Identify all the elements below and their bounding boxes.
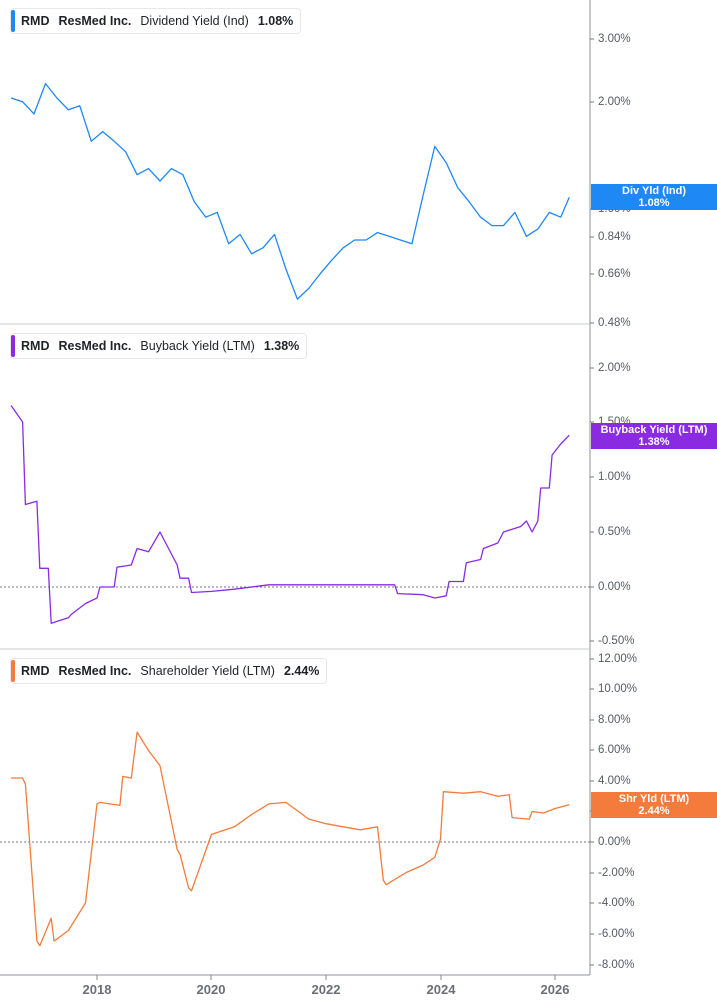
flag-buyback-yield: Buyback Yield (LTM) 1.38% <box>591 423 717 449</box>
legend-value: 2.44% <box>283 664 320 678</box>
y-tick-label: 2.00% <box>598 96 631 108</box>
x-tick-2026: 2026 <box>540 982 570 997</box>
y-tick-label: 0.48% <box>598 317 631 329</box>
legend-buyback-yield[interactable]: RMD ResMed Inc. Buyback Yield (LTM) 1.38… <box>10 333 308 359</box>
legend-metric: Shareholder Yield (LTM) <box>140 664 275 678</box>
x-axis-ticks <box>96 975 556 980</box>
flag-label: Buyback Yield (LTM) <box>600 424 708 436</box>
y-tick-label: 0.00% <box>598 836 631 848</box>
y-tick-label: 10.00% <box>598 683 638 695</box>
flag-label: Div Yld (Ind) <box>622 185 686 197</box>
y-tick-label: -6.00% <box>598 928 635 940</box>
y-tick-label: 12.00% <box>598 653 638 665</box>
y-tick-label: -8.00% <box>598 959 635 971</box>
legend-company: ResMed Inc. <box>58 339 132 353</box>
x-tick-2018: 2018 <box>82 982 112 997</box>
y-tick-label: 8.00% <box>598 714 631 726</box>
y-tick-label: 2.00% <box>598 362 631 374</box>
flag-shareholder-yield: Shr Yld (LTM) 2.44% <box>591 792 717 818</box>
y-tick-label: 0.00% <box>598 581 631 593</box>
legend-value: 1.08% <box>257 14 294 28</box>
y-tick-label: 3.00% <box>598 33 631 45</box>
shareholder-yield-line[interactable] <box>11 731 570 947</box>
buyback-yield-line[interactable] <box>10 405 570 624</box>
legend-metric: Buyback Yield (LTM) <box>140 339 255 353</box>
x-tick-2022: 2022 <box>311 982 341 997</box>
series-color-swatch <box>11 10 15 32</box>
flag-value: 1.38% <box>638 436 670 448</box>
y-tick-label: 4.00% <box>598 775 631 787</box>
x-tick-2024: 2024 <box>426 982 456 997</box>
series-color-swatch <box>11 335 15 357</box>
x-tick-2020: 2020 <box>196 982 226 997</box>
series-color-swatch <box>11 660 15 682</box>
legend-company: ResMed Inc. <box>58 664 132 678</box>
legend-metric: Dividend Yield (Ind) <box>140 14 249 28</box>
flag-label: Shr Yld (LTM) <box>618 793 690 805</box>
legend-value: 1.38% <box>263 339 300 353</box>
y-tick-label: -0.50% <box>598 635 635 647</box>
flag-dividend-yield: Div Yld (Ind) 1.08% <box>591 184 717 210</box>
y-tick-label: 0.50% <box>598 526 631 538</box>
y-tick-label: 0.66% <box>598 268 631 280</box>
y-tick-label: -2.00% <box>598 867 635 879</box>
dividend-yield-line[interactable] <box>10 82 570 300</box>
legend-ticker: RMD <box>21 664 50 678</box>
y-tick-label: -4.00% <box>598 897 635 909</box>
flag-value: 1.08% <box>638 197 670 209</box>
legend-company: ResMed Inc. <box>58 14 132 28</box>
legend-ticker: RMD <box>21 339 50 353</box>
y-tick-label: 0.84% <box>598 231 631 243</box>
y-tick-label: 6.00% <box>598 744 631 756</box>
y-axis-ticks <box>590 38 594 966</box>
legend-ticker: RMD <box>21 14 50 28</box>
legend-shareholder-yield[interactable]: RMD ResMed Inc. Shareholder Yield (LTM) … <box>10 658 328 684</box>
legend-dividend-yield[interactable]: RMD ResMed Inc. Dividend Yield (Ind) 1.0… <box>10 8 302 34</box>
flag-value: 2.44% <box>638 805 670 817</box>
y-tick-label: 1.00% <box>598 471 631 483</box>
